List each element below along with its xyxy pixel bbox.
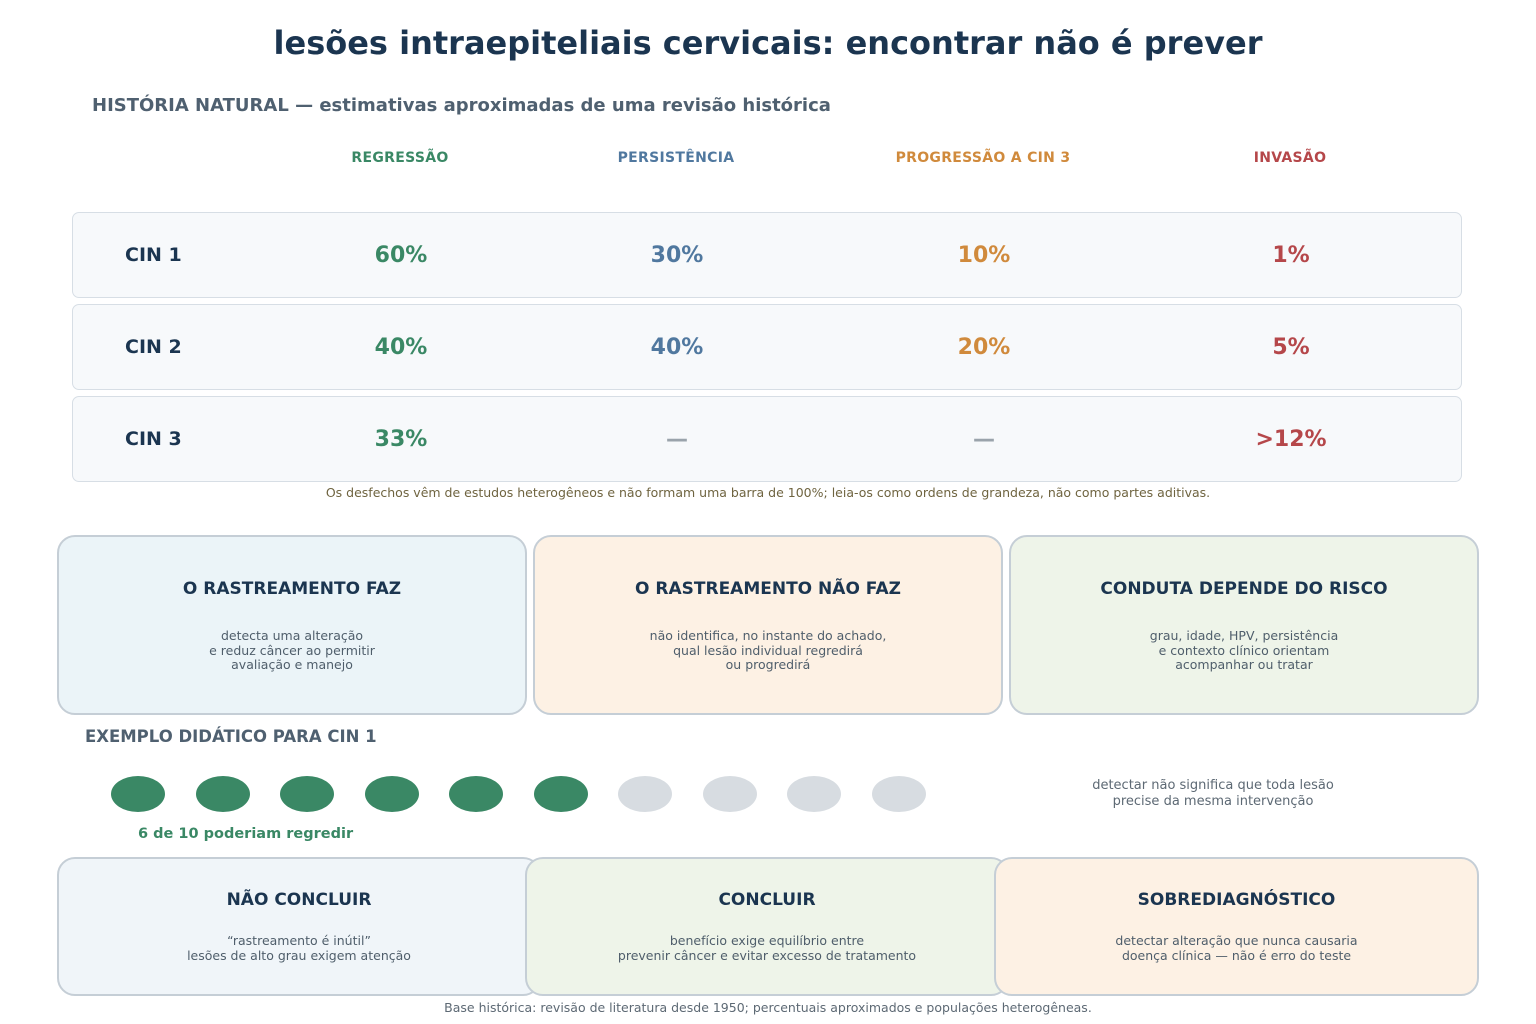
card-do-not-conclude: NÃO CONCLUIR “rastreamento é inútil” les… [57,857,541,996]
card-conclude-title: CONCLUIR [718,890,816,910]
card-screening-does: O RASTREAMENTO FAZ detecta uma alteração… [57,535,527,715]
cin2-regression-value: 40% [374,335,428,360]
cin1-progression-value: 10% [957,243,1011,268]
regressing-lesion-dot [533,776,588,812]
cin1-invasion-value: 1% [1272,243,1310,268]
regressing-lesion-dot [449,776,503,812]
cin3-regression-value: 33% [374,427,428,452]
table-row-cin2: CIN 2 40% 40% 20% 5% [72,304,1462,390]
card-conclude-text: benefício exige equilíbrio entre preveni… [617,933,917,963]
cin1-persistence-value: 30% [650,243,704,268]
cin2-progression-value: 20% [957,335,1011,360]
table-row-cin1: CIN 1 60% 30% 10% 1% [72,212,1462,298]
regressing-lesion-dot [195,776,250,812]
cin3-progression-value: — [973,427,995,452]
row-label-cin3: CIN 3 [125,428,182,450]
natural-history-heading: HISTÓRIA NATURAL — estimativas aproximad… [92,95,831,116]
non-regressing-lesion-dot [787,776,841,812]
table-row-cin3: CIN 3 33% — — >12% [72,396,1462,482]
card-do-not-conclude-title: NÃO CONCLUIR [226,890,372,910]
column-header-regression: REGRESSÃO [351,150,449,166]
non-regressing-lesion-dot [618,776,672,812]
cin2-persistence-value: 40% [650,335,704,360]
example-heading: EXEMPLO DIDÁTICO PARA CIN 1 [85,727,377,746]
row-label-cin1: CIN 1 [125,244,182,266]
column-header-persistence: PERSISTÊNCIA [617,150,735,166]
regressing-lesion-dot [280,776,334,812]
card-screening-does-title: O RASTREAMENTO FAZ [182,579,402,599]
card-screening-does-not-text: não identifica, no instante do achado, q… [649,628,887,672]
card-conduct-depends-on-risk: CONDUTA DEPENDE DO RISCO grau, idade, HP… [1009,535,1479,715]
footer-source-note: Base histórica: revisão de literatura de… [444,1000,1092,1015]
page-title: lesões intraepiteliais cervicais: encont… [273,24,1263,62]
card-conduct-text: grau, idade, HPV, persistência e context… [1149,628,1339,672]
row-label-cin2: CIN 2 [125,336,182,358]
cin1-regression-value: 60% [374,243,428,268]
card-conduct-title: CONDUTA DEPENDE DO RISCO [1100,579,1388,599]
card-screening-does-not-title: O RASTREAMENTO NÃO FAZ [635,579,901,599]
card-overdiagnosis-text: detectar alteração que nunca causaria do… [1115,933,1358,963]
cin3-invasion-value: >12% [1255,427,1327,452]
card-do-not-conclude-text: “rastreamento é inútil” lesões de alto g… [187,933,411,963]
cin3-persistence-value: — [666,427,688,452]
card-overdiagnosis: SOBREDIAGNÓSTICO detectar alteração que … [994,857,1479,996]
non-regressing-lesion-dot [871,776,926,812]
example-caption: 6 de 10 poderiam regredir [138,826,354,842]
card-overdiagnosis-title: SOBREDIAGNÓSTICO [1137,890,1336,910]
column-header-progression: PROGRESSÃO A CIN 3 [895,150,1071,166]
card-conclude: CONCLUIR benefício exige equilíbrio entr… [525,857,1009,996]
card-screening-does-not: O RASTREAMENTO NÃO FAZ não identifica, n… [533,535,1003,715]
card-screening-does-text: detecta uma alteração e reduz câncer ao … [209,628,375,672]
cin2-invasion-value: 5% [1272,335,1310,360]
regressing-lesion-dot [364,776,419,812]
example-side-note: detectar não significa que toda lesão pr… [1092,778,1334,809]
column-header-invasion: INVASÃO [1253,150,1327,166]
regressing-lesion-dot [111,776,165,812]
non-regressing-lesion-dot [702,776,757,812]
heterogeneity-note: Os desfechos vêm de estudos heterogêneos… [325,485,1211,500]
